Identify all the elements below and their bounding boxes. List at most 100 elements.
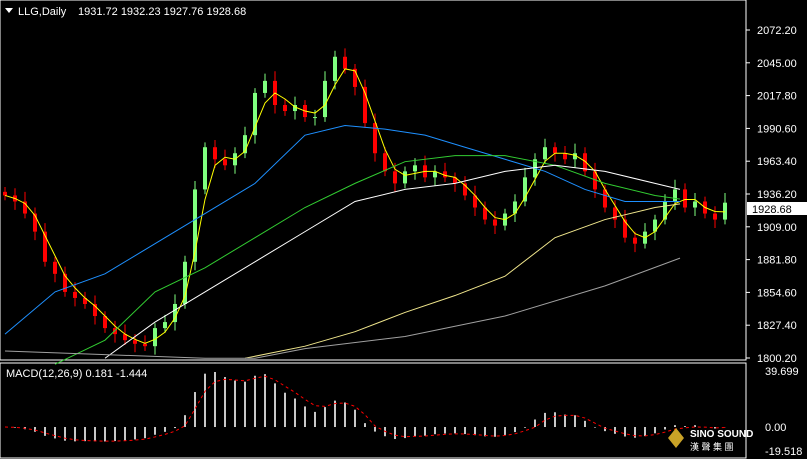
candle-body (253, 92, 257, 136)
candle-body (613, 207, 617, 220)
last-price-box (747, 202, 807, 215)
candle-body (653, 219, 657, 232)
candle-body (23, 201, 27, 214)
candle-body (563, 153, 567, 160)
macd-axis-max: 39.699 (765, 366, 799, 378)
candle-body (413, 165, 417, 172)
candle-body (213, 147, 217, 160)
menu-triangle-icon[interactable] (5, 8, 13, 13)
candle-body (173, 303, 177, 323)
y-tick-label: 2072.20 (757, 25, 797, 37)
candle-body (483, 207, 487, 220)
ohlc-label: 1931.72 1932.23 1927.76 1928.68 (78, 6, 246, 18)
candle-body (373, 123, 377, 154)
ma-khaki-line (244, 203, 681, 359)
candle-body (723, 202, 727, 220)
macd-histogram (4, 372, 726, 442)
candle-body (573, 153, 577, 160)
candle-body (523, 177, 527, 202)
candle-body (3, 191, 7, 196)
candle-body (153, 328, 157, 347)
candle-body (453, 177, 457, 184)
ma-blue-line (4, 125, 680, 335)
candle-body (603, 189, 607, 208)
candle-body (363, 86, 367, 124)
candle-body (223, 159, 227, 166)
candle-body (623, 219, 627, 238)
macd-axis-zero: 0.00 (765, 422, 786, 434)
y-tick-label: 1881.80 (757, 255, 797, 267)
last-price-label: 1928.68 (752, 204, 792, 216)
candle-body (463, 183, 467, 196)
candle-body (183, 261, 187, 304)
macd-panel-border (0, 362, 747, 459)
macd-axis-min: -19.518 (765, 446, 802, 458)
candle-body (673, 189, 677, 202)
y-tick-label: 1800.20 (757, 353, 797, 365)
candle-body (383, 153, 387, 172)
symbol-label: LLG,Daily (18, 6, 67, 18)
candle-body (93, 303, 97, 317)
ma-green-line (54, 155, 681, 365)
price-axis: 2072.20 2045.00 2017.80 1990.60 1963.40 1936.… (746, 25, 797, 365)
y-tick-label: 1827.40 (757, 320, 797, 332)
candle-body (33, 213, 37, 232)
candle-body (663, 201, 667, 220)
candle-body (543, 147, 547, 160)
candle-body (63, 273, 67, 292)
candle-body (143, 343, 147, 347)
candle-body (433, 171, 437, 178)
y-tick-label: 1909.00 (757, 222, 797, 234)
ma-white-line (104, 164, 681, 359)
candle-body (83, 297, 87, 304)
y-tick-label: 1990.60 (757, 123, 797, 135)
y-tick-label: 2045.00 (757, 58, 797, 70)
candle-body (203, 147, 207, 190)
candle-body (683, 189, 687, 208)
candle-body (283, 105, 287, 112)
candle-body (513, 201, 517, 214)
moving-averages (4, 68, 726, 365)
candle-body (53, 261, 57, 274)
candle-body (243, 135, 247, 154)
candle-body (473, 195, 477, 208)
watermark-text: SINO SOUND (690, 429, 753, 440)
watermark-emblem-icon (668, 428, 684, 448)
macd-label: MACD(12,26,9) 0.181 -1.444 (6, 368, 147, 380)
candle-body (493, 219, 497, 226)
price-panel-border (0, 0, 747, 361)
candle-body (393, 171, 397, 184)
candle-body (123, 334, 127, 341)
candle-body (43, 231, 47, 262)
candle-body (343, 56, 347, 69)
y-tick-label: 1963.40 (757, 156, 797, 168)
candle-body (633, 237, 637, 244)
ma-fast-line (4, 68, 726, 344)
candle-body (403, 171, 407, 184)
candle-body (163, 322, 167, 329)
candle-body (693, 201, 697, 208)
candle-body (313, 117, 317, 119)
candle-body (323, 80, 327, 118)
candle-body (583, 153, 587, 172)
candle-body (263, 80, 267, 93)
candle-body (593, 171, 597, 190)
candle-body (443, 171, 447, 178)
candle-body (353, 68, 357, 87)
y-tick-label: 2017.80 (757, 91, 797, 103)
candle-body (293, 105, 297, 112)
candle-body (133, 340, 137, 344)
ma-gray-line (4, 257, 681, 359)
watermark-logo: SINO SOUND 漢 聲 集 團 (668, 428, 753, 452)
candle-body (713, 213, 717, 220)
y-tick-label: 1936.20 (757, 189, 797, 201)
candle-body (103, 316, 107, 329)
candle-body (193, 189, 197, 262)
candle-body (333, 56, 337, 81)
candle-body (73, 291, 77, 298)
y-tick-label: 1854.60 (757, 287, 797, 299)
candle-body (553, 147, 557, 154)
macd-signal-line (4, 375, 726, 442)
